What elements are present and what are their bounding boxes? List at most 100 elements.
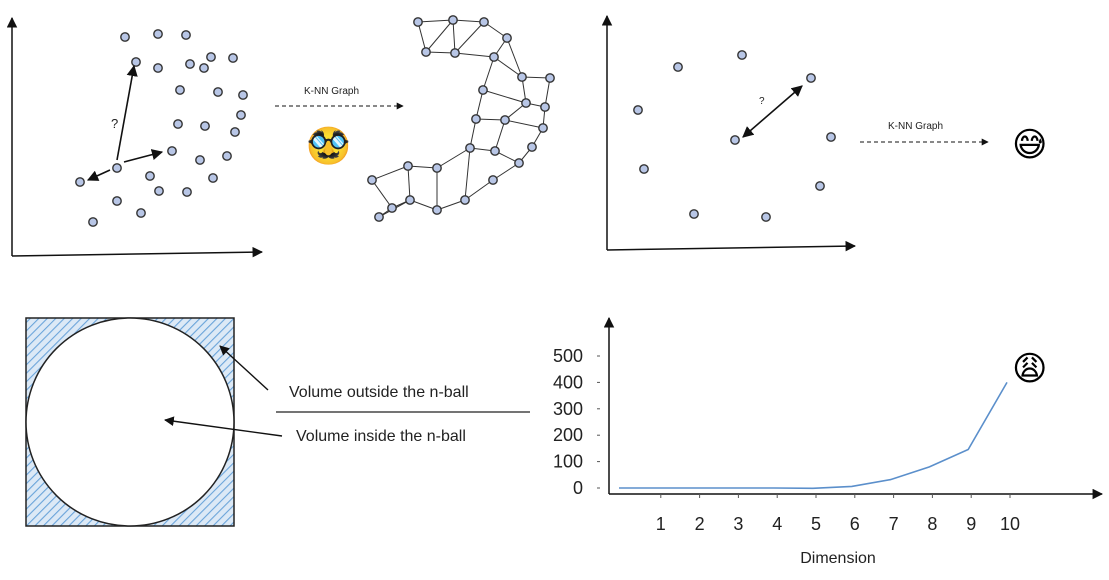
graph-edge (493, 56, 523, 78)
data-point (228, 53, 238, 63)
graph-node (527, 142, 537, 152)
x-tick-label: 10 (1000, 514, 1020, 534)
x-tick-label: 2 (695, 514, 705, 534)
graph-edge (475, 89, 484, 120)
data-point (199, 63, 209, 73)
data-point (181, 30, 191, 40)
graph-edge (417, 19, 454, 23)
data-point (182, 187, 192, 197)
data-point (815, 181, 825, 191)
data-point (112, 163, 122, 173)
arrow-to-far-point (116, 64, 138, 161)
graph-node (405, 195, 415, 205)
y-tick-label: 100 (553, 452, 583, 472)
data-point (639, 164, 649, 174)
x-tick-label: 3 (733, 514, 743, 534)
knn-graph-label: K-NN Graph (304, 86, 359, 97)
data-point (131, 57, 141, 67)
graph-edge (544, 77, 551, 108)
knn-graph-label: K-NN Graph (888, 121, 943, 132)
data-point (222, 151, 232, 161)
graph-edge (436, 147, 471, 169)
graph-node (478, 85, 488, 95)
data-point (673, 62, 683, 72)
graph-node (540, 102, 550, 112)
outside-pointer-arrow (219, 345, 269, 391)
volume-ratio-chart: 0 100 200 300 400 500 1 2 3 4 5 6 7 8 9 10 Dimension 😩 (553, 316, 1104, 567)
graph-node (403, 161, 413, 171)
knn-graph-manifold (367, 15, 555, 222)
graph-edge (464, 147, 471, 201)
graph-node (413, 17, 423, 27)
graph-node (421, 47, 431, 57)
data-point (120, 32, 130, 42)
data-point (737, 50, 747, 60)
x-axis-label: Dimension (800, 550, 876, 567)
graph-node (450, 48, 460, 58)
data-point (153, 63, 163, 73)
data-point (154, 186, 164, 196)
graph-node (448, 15, 458, 25)
graph-node (387, 203, 397, 213)
data-point (136, 208, 146, 218)
y-tick-label: 500 (553, 346, 583, 366)
scatter-points (633, 50, 836, 222)
y-tick-label: 0 (573, 478, 583, 498)
graph-edge (492, 162, 520, 181)
graph-edge (436, 199, 466, 211)
data-point (153, 29, 163, 39)
graph-node (432, 163, 442, 173)
panel-high-dimension: ? K-NN Graph 😅 (601, 14, 1047, 252)
y-tick-label: 300 (553, 399, 583, 419)
question-mark: ? (759, 96, 765, 107)
data-point (238, 90, 248, 100)
graph-node (460, 195, 470, 205)
x-axis (606, 240, 857, 252)
graph-node (489, 52, 499, 62)
graph-node (502, 33, 512, 43)
graph-node (514, 158, 524, 168)
arrow-to-near-point-left (86, 169, 111, 181)
data-point (173, 119, 183, 129)
x-tick-label: 8 (927, 514, 937, 534)
graph-node (545, 73, 555, 83)
graph-edge (482, 56, 495, 91)
data-point (167, 146, 177, 156)
x-tick-label: 4 (772, 514, 782, 534)
data-point (208, 173, 218, 183)
data-point (185, 59, 195, 69)
sweat-smile-emoji: 😅 (1012, 125, 1047, 165)
distance-arrow (742, 85, 803, 138)
data-point (112, 196, 122, 206)
graph-node (374, 212, 384, 222)
x-tick-label: 1 (656, 514, 666, 534)
data-point (200, 121, 210, 131)
data-point (230, 127, 240, 137)
scatter-points (75, 29, 248, 227)
graph-node (500, 115, 510, 125)
graph-edge (469, 118, 477, 149)
graph-node (488, 175, 498, 185)
graph-edge (464, 179, 494, 201)
x-tick-label: 5 (811, 514, 821, 534)
graph-edge (504, 119, 544, 129)
graph-node (517, 72, 527, 82)
data-point (689, 209, 699, 219)
data-point (145, 171, 155, 181)
graph-edge (452, 19, 485, 23)
graph-node (367, 175, 377, 185)
x-axis (11, 246, 264, 258)
panel-low-dimension: ? K-NN Graph 🥸 (6, 15, 555, 258)
y-tick-labels: 0 100 200 300 400 500 (553, 346, 600, 498)
graph-edge (482, 89, 527, 104)
question-mark: ? (111, 116, 118, 131)
y-tick-label: 200 (553, 425, 583, 445)
graph-node (432, 205, 442, 215)
graph-node (471, 114, 481, 124)
x-tick-label: 7 (889, 514, 899, 534)
disguise-face-emoji: 🥸 (306, 126, 351, 167)
graph-edge (506, 37, 523, 78)
weary-face-emoji: 😩 (1012, 349, 1047, 389)
x-tick-labels: 1 2 3 4 5 6 7 8 9 10 (656, 494, 1020, 534)
data-point (206, 52, 216, 62)
